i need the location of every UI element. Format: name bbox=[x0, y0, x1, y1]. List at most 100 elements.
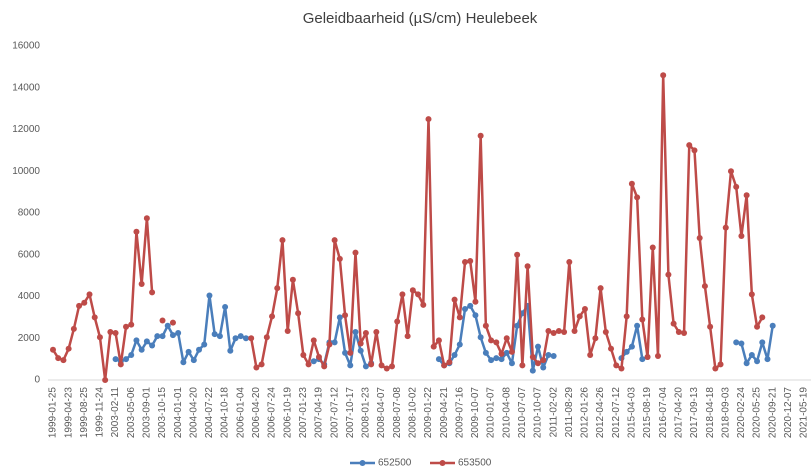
data-point bbox=[96, 334, 103, 341]
x-tick-label: 2009-01-22 bbox=[423, 387, 434, 439]
data-point bbox=[336, 314, 343, 321]
x-tick-label: 2018-09-03 bbox=[720, 387, 731, 439]
x-tick-label: 2020-09-21 bbox=[767, 387, 778, 439]
data-point bbox=[477, 334, 484, 341]
data-point bbox=[274, 285, 281, 292]
data-point bbox=[169, 332, 176, 339]
data-point bbox=[561, 328, 568, 335]
x-tick-label: 2006-04-20 bbox=[251, 387, 262, 439]
data-point bbox=[112, 330, 119, 337]
data-point bbox=[91, 314, 98, 321]
data-point bbox=[733, 339, 740, 346]
legend-marker bbox=[439, 460, 446, 466]
data-point bbox=[670, 320, 677, 327]
data-point bbox=[133, 337, 140, 344]
data-point bbox=[352, 328, 359, 335]
data-point bbox=[425, 116, 432, 123]
data-point bbox=[634, 194, 641, 201]
x-tick-label: 2004-10-18 bbox=[220, 387, 231, 439]
data-point bbox=[571, 327, 578, 334]
data-point bbox=[404, 333, 411, 340]
x-tick-label: 1999-11-24 bbox=[95, 387, 106, 438]
data-point bbox=[279, 237, 286, 244]
x-tick-label: 1999-08-25 bbox=[79, 387, 90, 439]
data-point bbox=[295, 310, 302, 317]
data-point bbox=[352, 249, 359, 256]
legend-label: 652500 bbox=[378, 458, 412, 469]
data-point bbox=[169, 319, 176, 326]
data-point bbox=[540, 364, 547, 371]
data-point bbox=[86, 291, 93, 298]
data-point bbox=[597, 285, 604, 292]
data-point bbox=[493, 339, 500, 346]
data-point bbox=[738, 232, 745, 239]
data-point bbox=[535, 360, 542, 367]
x-tick-label: 2020-12-07 bbox=[783, 387, 794, 439]
data-point bbox=[488, 337, 495, 344]
x-tick-label: 2021-05-19 bbox=[799, 387, 810, 439]
data-point bbox=[133, 228, 140, 235]
data-point bbox=[743, 360, 750, 367]
x-tick-label: 2003-10-15 bbox=[157, 387, 168, 439]
data-point bbox=[196, 346, 203, 353]
data-point bbox=[128, 321, 135, 328]
data-point bbox=[185, 348, 192, 355]
x-tick-label: 2003-09-01 bbox=[142, 387, 153, 439]
legend-marker bbox=[359, 460, 366, 466]
data-point bbox=[701, 283, 708, 290]
data-point bbox=[138, 280, 145, 287]
data-point bbox=[623, 348, 630, 355]
data-point bbox=[738, 340, 745, 347]
x-tick-label: 2011-08-29 bbox=[564, 387, 575, 438]
data-point bbox=[503, 335, 510, 342]
x-tick-label: 2006-10-19 bbox=[282, 387, 293, 439]
x-tick-label: 2015-04-03 bbox=[627, 387, 638, 439]
data-point bbox=[441, 362, 448, 369]
data-point bbox=[289, 276, 296, 283]
data-point bbox=[420, 301, 427, 308]
data-point bbox=[754, 358, 761, 365]
data-point bbox=[81, 299, 88, 306]
data-point bbox=[123, 323, 130, 330]
legend-label: 653500 bbox=[458, 458, 492, 469]
data-point bbox=[76, 302, 83, 309]
data-point bbox=[347, 362, 354, 369]
data-point bbox=[284, 327, 291, 334]
data-point bbox=[764, 356, 771, 363]
data-point bbox=[435, 337, 442, 344]
data-point bbox=[190, 357, 197, 364]
x-tick-label: 2010-07-07 bbox=[517, 387, 528, 439]
data-point bbox=[759, 339, 766, 346]
data-point bbox=[394, 318, 401, 325]
data-point bbox=[717, 361, 724, 368]
x-tick-label: 2007-07-12 bbox=[329, 387, 340, 439]
data-point bbox=[248, 335, 255, 342]
x-tick-label: 2007-04-19 bbox=[314, 387, 325, 439]
x-tick-label: 2018-04-18 bbox=[705, 387, 716, 439]
data-point bbox=[462, 259, 469, 266]
x-tick-label: 2004-01-01 bbox=[173, 387, 184, 439]
data-point bbox=[634, 322, 641, 329]
data-point bbox=[608, 345, 615, 352]
data-point bbox=[529, 367, 536, 374]
data-point bbox=[623, 313, 630, 320]
data-point bbox=[321, 363, 328, 370]
data-point bbox=[107, 328, 114, 335]
data-point bbox=[503, 349, 510, 356]
data-point bbox=[686, 142, 693, 149]
data-point bbox=[180, 359, 187, 366]
data-point bbox=[639, 316, 646, 323]
data-point bbox=[529, 354, 536, 361]
data-point bbox=[378, 362, 385, 369]
data-point bbox=[514, 322, 521, 329]
data-point bbox=[467, 258, 474, 265]
x-tick-label: 2006-01-04 bbox=[235, 387, 246, 439]
x-tick-label: 2009-07-16 bbox=[454, 387, 465, 439]
data-point bbox=[310, 337, 317, 344]
data-point bbox=[482, 322, 489, 329]
data-point bbox=[154, 333, 161, 340]
y-tick-label: 6000 bbox=[18, 249, 41, 260]
y-tick-label: 10000 bbox=[12, 166, 40, 177]
data-point bbox=[498, 350, 505, 357]
